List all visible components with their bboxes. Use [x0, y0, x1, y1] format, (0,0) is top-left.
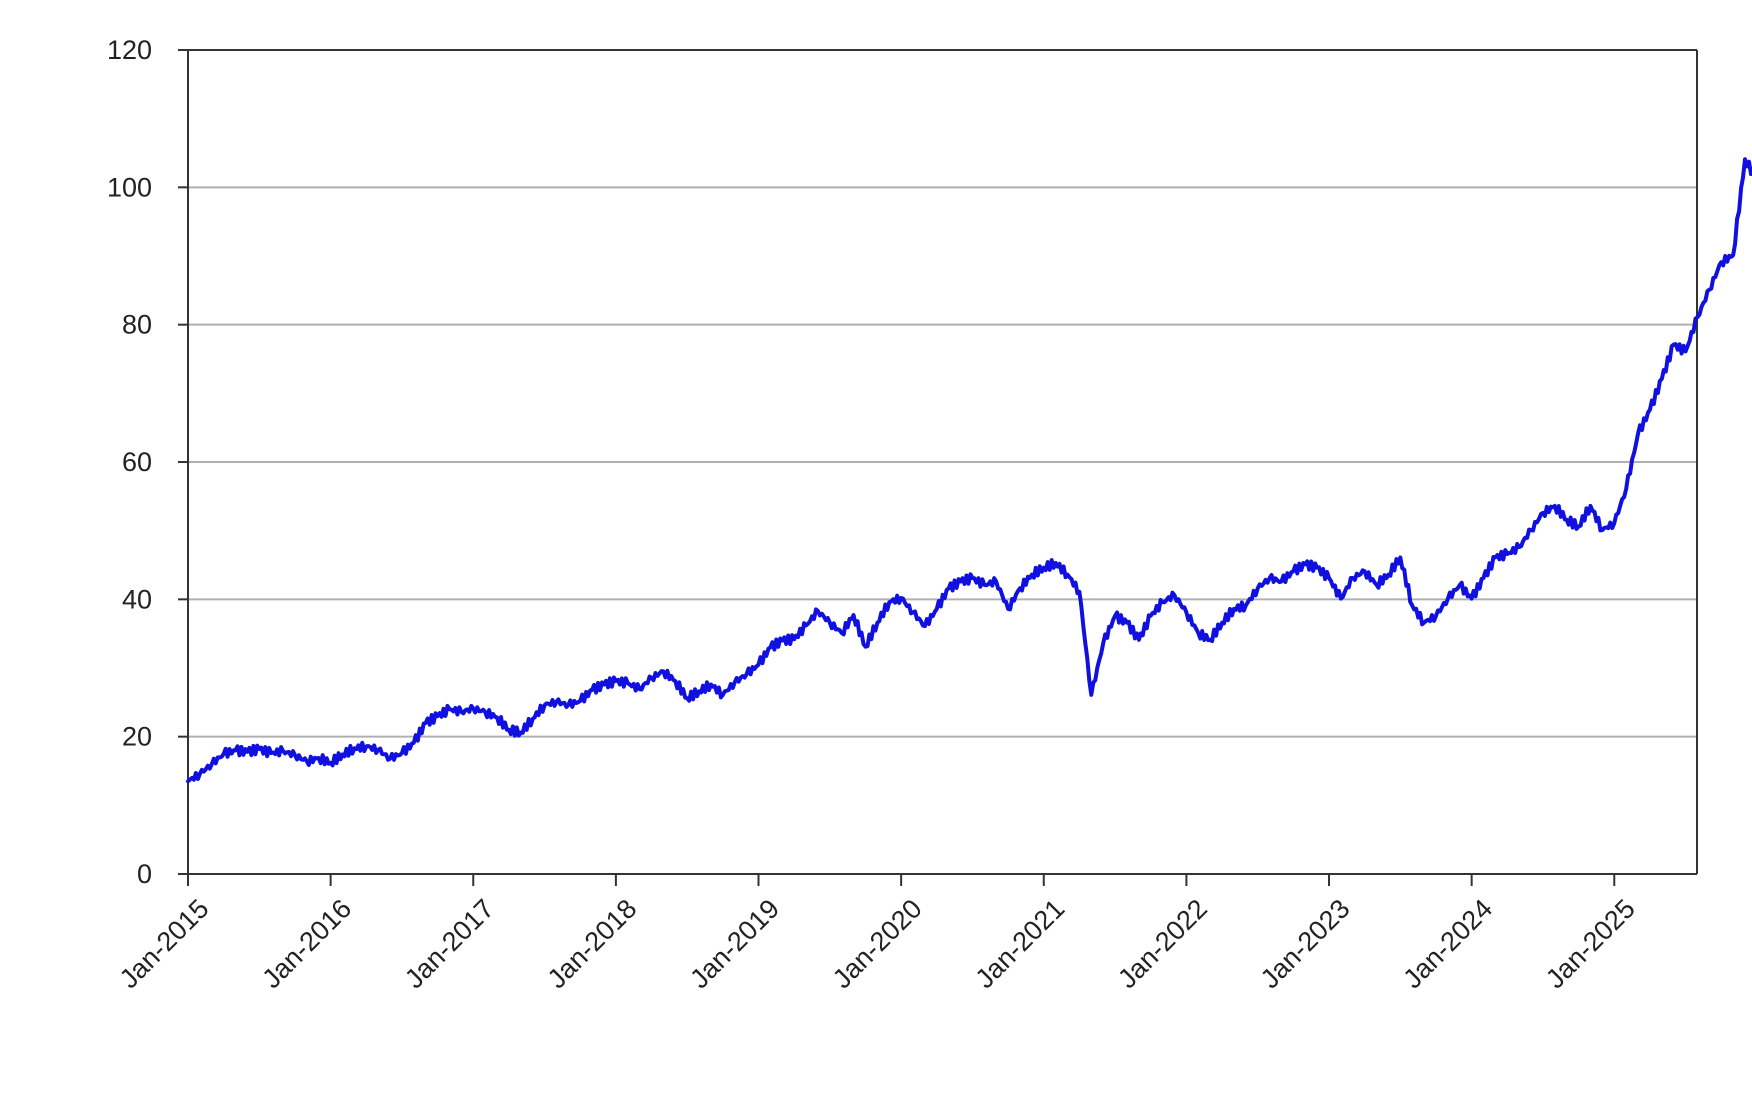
- x-tick-label: Jan-2015: [114, 893, 215, 994]
- series-line-0: [186, 157, 1752, 784]
- x-tick-label: Jan-2024: [1397, 893, 1498, 994]
- y-tick-label: 40: [122, 584, 152, 614]
- y-tick-label: 0: [137, 859, 152, 889]
- x-tick-label: Jan-2023: [1255, 893, 1356, 994]
- y-tick-label: 80: [122, 310, 152, 340]
- series-group: [186, 157, 1752, 784]
- y-tick-label: 120: [107, 35, 152, 65]
- x-tick-label: Jan-2025: [1540, 893, 1641, 994]
- gridlines: [188, 49, 1697, 738]
- y-axis-ticks: 0 20 40 60 80 100 120: [107, 35, 188, 889]
- y-tick-label: 60: [122, 447, 152, 477]
- y-tick-label: 100: [107, 172, 152, 202]
- y-tick-label: 20: [122, 722, 152, 752]
- x-tick-label: Jan-2019: [684, 893, 785, 994]
- x-tick-label: Jan-2018: [542, 893, 643, 994]
- x-tick-label: Jan-2016: [256, 893, 357, 994]
- x-tick-label: Jan-2022: [1112, 893, 1213, 994]
- x-tick-label: Jan-2020: [827, 893, 928, 994]
- x-axis-ticks: Jan-2015 Jan-2016 Jan-2017 Jan-2018 Jan-2019…: [114, 874, 1641, 994]
- x-tick-label: Jan-2021: [969, 893, 1070, 994]
- x-tick-label: Jan-2017: [399, 893, 500, 994]
